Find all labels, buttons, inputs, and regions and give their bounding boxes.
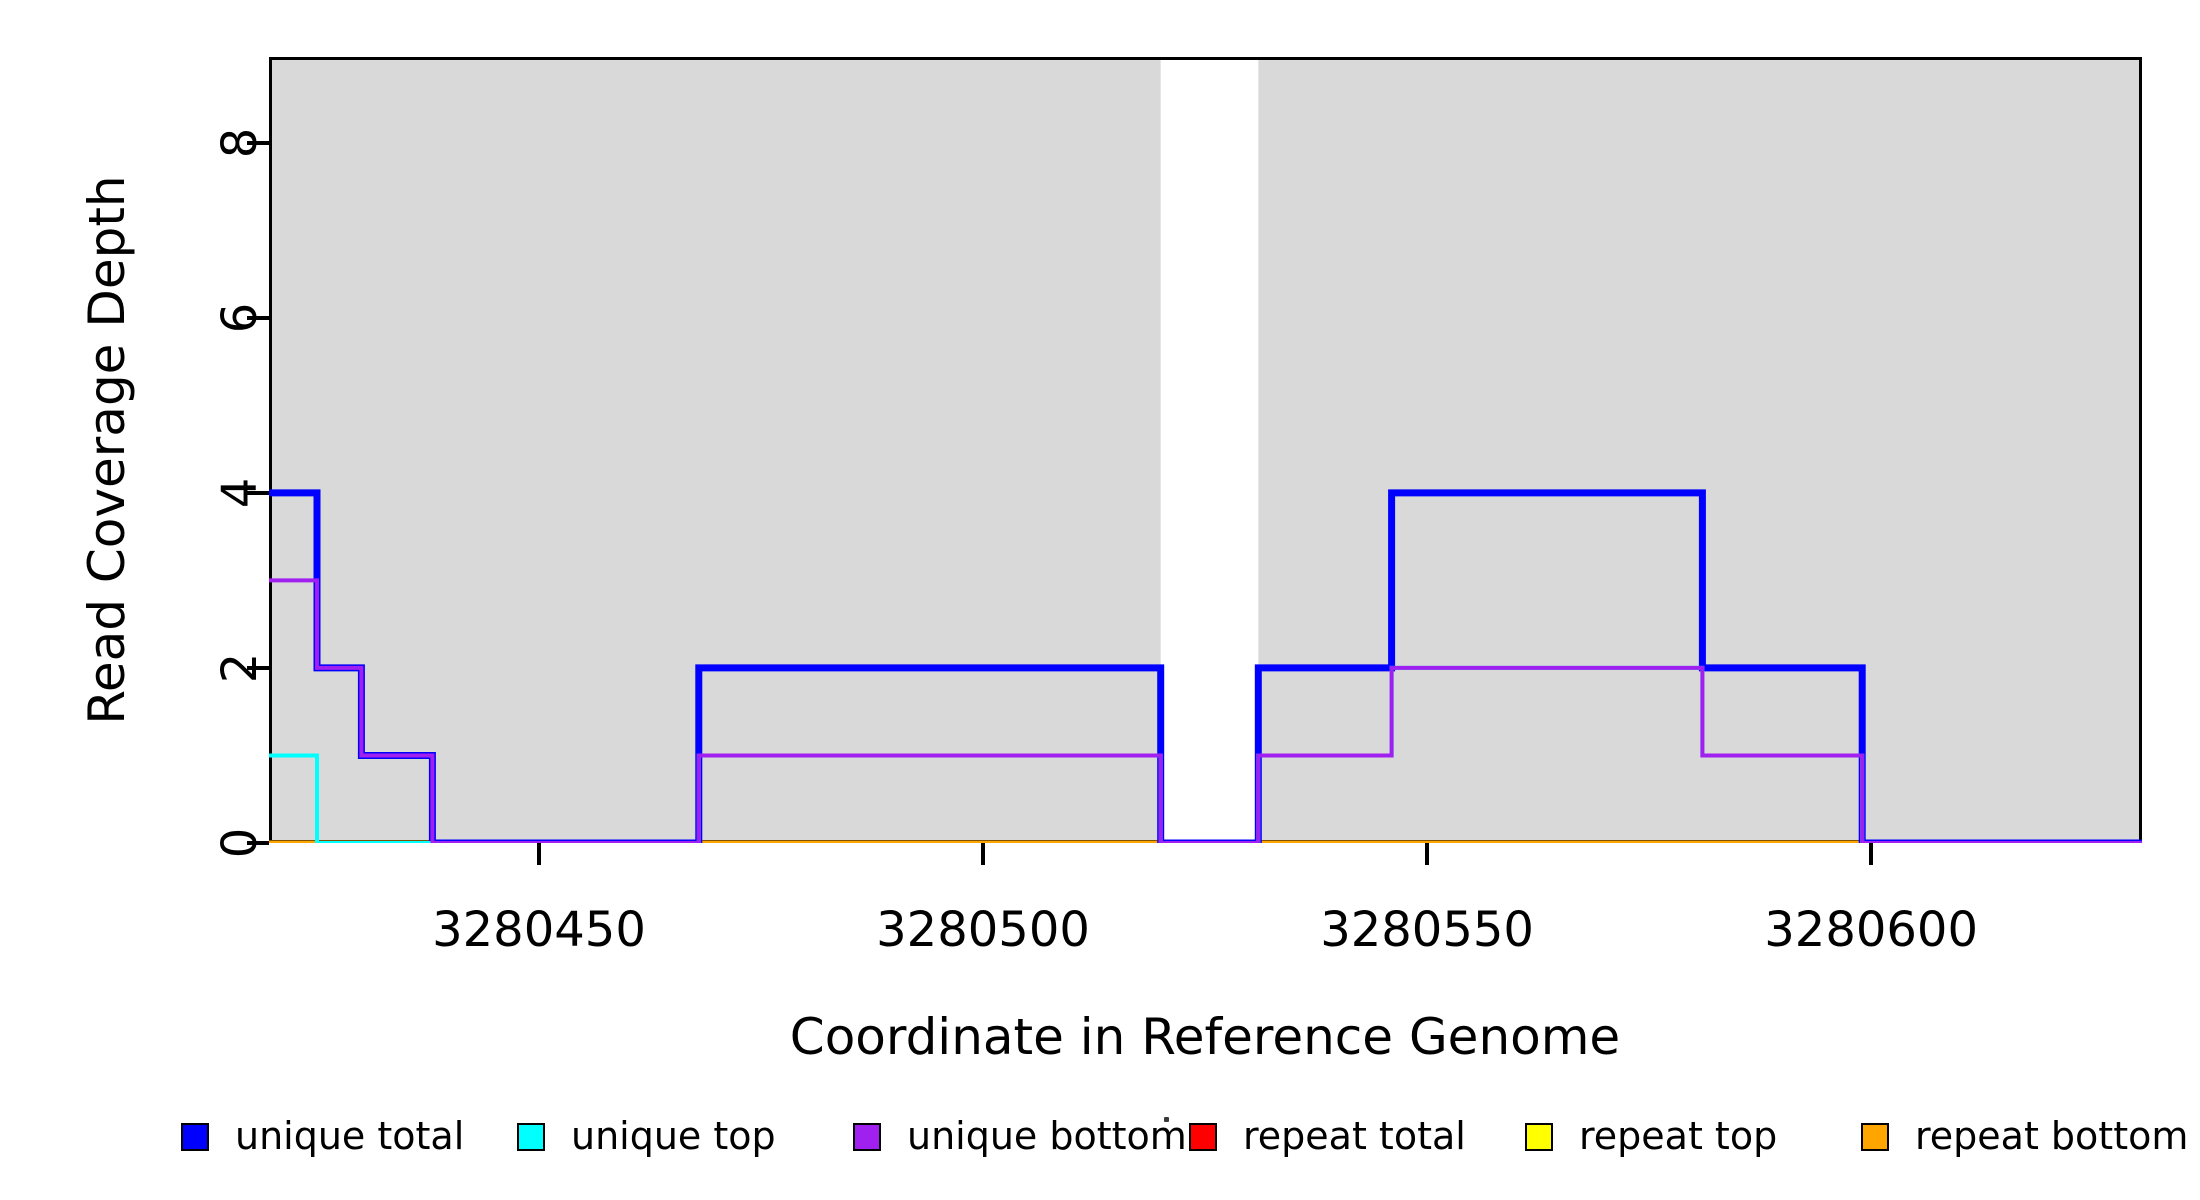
y-tick-mark [247,315,269,320]
legend-swatch-repeat-top [1525,1123,1553,1151]
y-tick-mark [247,841,269,845]
x-tick-mark [1869,843,1874,865]
y-tick-mark [247,665,269,670]
legend-label-repeat-bottom: repeat bottom [1915,1114,2189,1158]
legend-label-repeat-total: repeat total [1243,1114,1466,1158]
stray-dot-artifact [1164,1117,1169,1122]
series-line-unique-bottom [269,578,2142,843]
x-tick-mark [981,843,986,865]
x-tick-mark [1425,843,1430,865]
legend-swatch-unique-top [517,1123,545,1151]
x-tick-mark [536,843,541,865]
legend-label-unique-top: unique top [571,1114,776,1158]
shaded-region [269,57,1161,843]
legend-swatch-repeat-total [1189,1123,1217,1151]
y-tick-label: 0 [212,827,268,859]
shaded-region [1258,57,2142,843]
legend-label-repeat-top: repeat top [1579,1114,1778,1158]
x-tick-label: 3280450 [432,902,646,958]
legend-swatch-unique-bottom [853,1123,881,1151]
y-tick-label: 8 [212,127,268,159]
x-axis-title: Coordinate in Reference Genome [789,1008,1621,1066]
x-tick-label: 3280550 [1320,902,1534,958]
x-tick-label: 3280600 [1764,902,1979,958]
y-axis-title: Read Coverage Depth [78,175,136,725]
legend-label-unique-total: unique total [235,1114,465,1158]
legend-swatch-repeat-bottom [1861,1123,1889,1151]
y-tick-label: 2 [212,652,268,684]
y-tick-mark [247,140,269,145]
y-tick-mark [247,490,269,495]
legend-swatch-unique-total [181,1123,209,1151]
legend-label-unique-bottom: unique bottom [907,1114,1187,1158]
y-tick-label: 4 [212,477,268,509]
x-tick-label: 3280500 [876,902,1090,958]
plot-area [269,57,2142,843]
y-tick-label: 6 [212,302,268,334]
